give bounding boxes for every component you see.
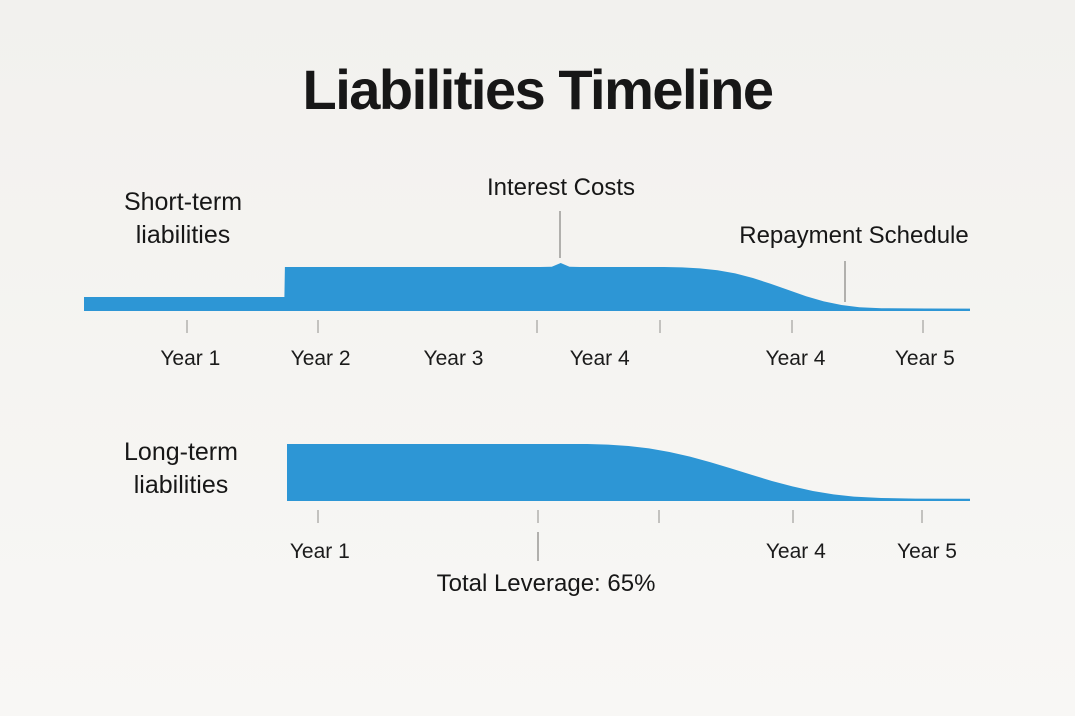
long-term-area-path [287,444,970,501]
axis-tick [535,320,538,333]
long-term-liabilities-label: Long-term liabilities [124,438,238,499]
axis-tick [316,510,319,523]
axis-label-year-3: Year 3 [423,347,484,370]
axis-tick [658,320,661,333]
axis-tick [658,510,661,523]
axis-label-year-4: Year 4 [765,540,826,563]
axis-label-year-5: Year 5 [894,347,955,370]
axis-label-year-4: Year 4 [765,347,826,370]
repayment-schedule-annotation: Repayment Schedule [739,222,969,249]
axis-tick [790,320,793,333]
short-term-axis-ticks [84,320,970,333]
interest-costs-pointer-line [559,211,561,258]
axis-label-year-1: Year 1 [289,540,350,563]
axis-tick [922,320,924,333]
total-leverage-pointer-line [537,532,539,561]
axis-tick [792,510,795,523]
long-term-axis-labels: Year 1 Year 4 Year 5 [287,540,970,566]
axis-tick [185,320,188,333]
long-term-area-shape [287,444,970,501]
axis-label-year-2: Year 2 [290,347,351,370]
axis-tick [316,320,319,333]
total-leverage-label: Total Leverage: 65% [436,570,656,597]
page-title: Liabilities Timeline [302,58,774,121]
axis-tick [921,510,924,523]
short-term-area-shape [84,263,970,311]
short-term-liabilities-chart: Year 1 Year 2 Year 3 Year 4 Year 4 Year 5 [84,257,970,377]
long-term-axis-ticks [287,510,970,523]
short-term-area-path [84,263,970,311]
axis-label-year-4: Year 4 [569,347,630,370]
axis-label-year-1: Year 1 [160,347,221,370]
short-term-axis-labels: Year 1 Year 2 Year 3 Year 4 Year 4 Year 5 [84,347,970,373]
axis-tick [536,510,539,523]
repayment-schedule-pointer-line [844,261,846,302]
long-term-liabilities-chart: Year 1 Year 4 Year 5 [287,441,970,576]
axis-label-year-5: Year 5 [897,540,957,563]
interest-costs-annotation: Interest Costs [486,174,636,201]
short-term-liabilities-label: Short-term liabilities [123,188,243,249]
